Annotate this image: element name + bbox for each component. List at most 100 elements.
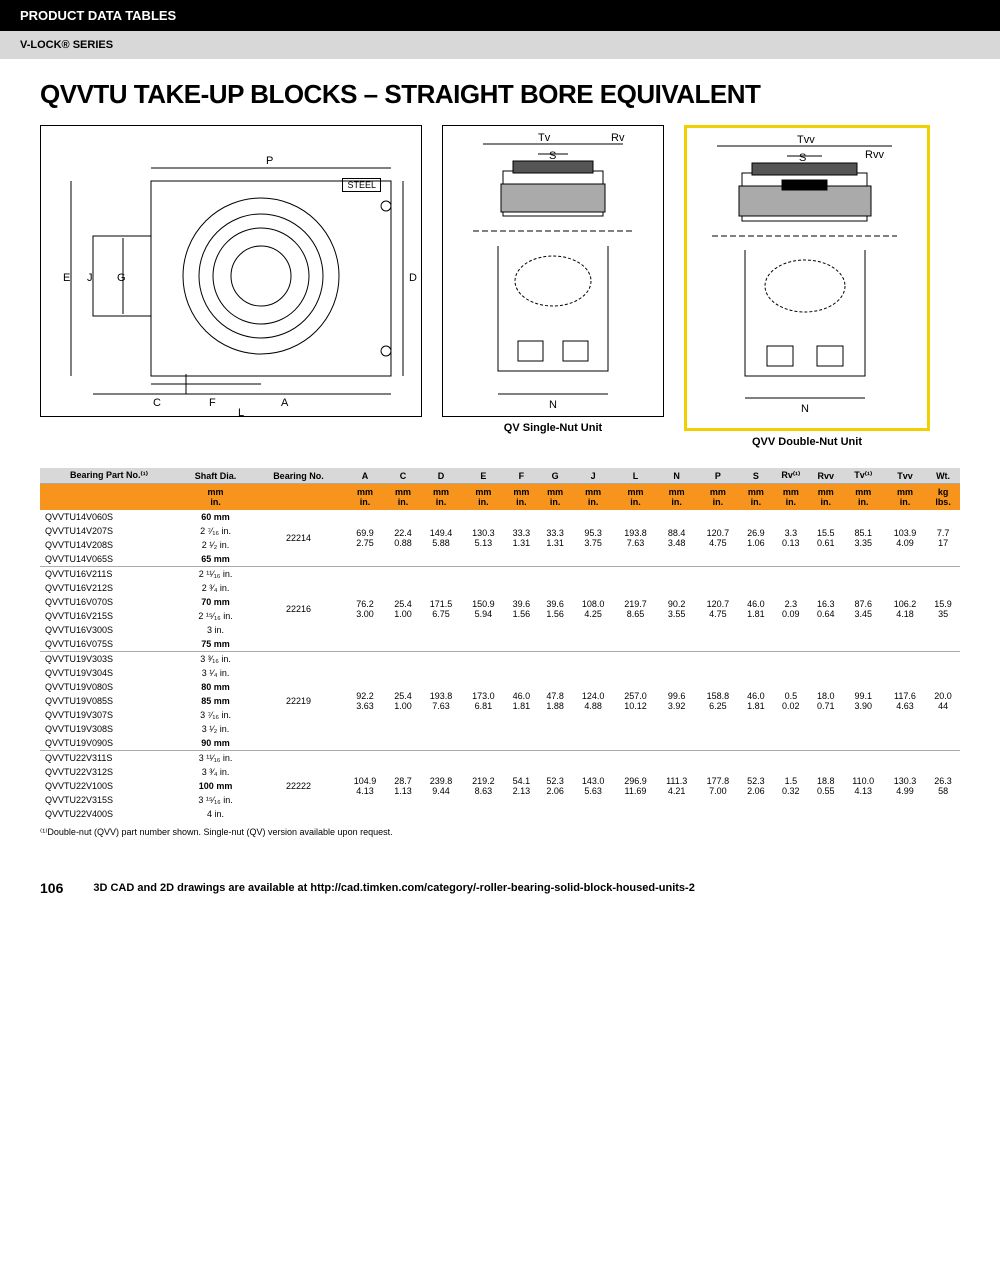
part-number: QVVTU16V300S [40, 623, 178, 637]
unit-cell: mmin. [697, 484, 739, 511]
data-cell: 108.04.25 [572, 567, 614, 652]
data-cell: 92.23.63 [344, 652, 386, 751]
col-header: P [697, 468, 739, 484]
data-cell: 99.63.92 [657, 652, 697, 751]
data-cell: 76.23.00 [344, 567, 386, 652]
data-cell: 69.92.75 [344, 510, 386, 567]
svg-text:Rvv: Rvv [865, 149, 884, 161]
col-header: Shaft Dia. [178, 468, 253, 484]
data-cell: 110.04.13 [843, 751, 884, 822]
qv-caption: QV Single-Nut Unit [442, 422, 664, 434]
diagram-row: P E J G D C F A L STEEL [40, 125, 960, 448]
unit-cell: mmin. [884, 484, 926, 511]
data-cell: 15.50.61 [809, 510, 843, 567]
unit-cell [253, 484, 344, 511]
data-cell: 130.35.13 [462, 510, 504, 567]
data-cell: 117.64.63 [884, 652, 926, 751]
col-header: J [572, 468, 614, 484]
bearing-no: 22214 [253, 510, 344, 567]
col-header: Rvv [809, 468, 843, 484]
data-cell: 296.911.69 [614, 751, 656, 822]
section-header: PRODUCT DATA TABLES [0, 0, 1000, 31]
data-cell: 46.01.81 [505, 652, 539, 751]
data-cell: 99.13.90 [843, 652, 884, 751]
part-number: QVVTU19V085S [40, 694, 178, 708]
col-header: Bearing No. [253, 468, 344, 484]
col-header: Wt. [926, 468, 960, 484]
part-number: QVVTU19V303S [40, 652, 178, 667]
data-cell: 130.34.99 [884, 751, 926, 822]
part-number: QVVTU22V311S [40, 751, 178, 766]
qv-side-diagram: Tv Rv S N [442, 125, 664, 417]
bearing-no: 22219 [253, 652, 344, 751]
col-header: G [538, 468, 572, 484]
unit-cell: mmin. [505, 484, 539, 511]
data-cell: 15.935 [926, 567, 960, 652]
page-number: 106 [40, 880, 63, 896]
data-cell: 95.33.75 [572, 510, 614, 567]
svg-text:L: L [238, 407, 244, 416]
svg-text:G: G [117, 272, 126, 284]
data-cell: 46.01.81 [739, 652, 773, 751]
data-cell: 219.28.63 [462, 751, 504, 822]
shaft-dia: 80 mm [178, 680, 253, 694]
part-number: QVVTU22V312S [40, 765, 178, 779]
data-cell: 47.81.88 [538, 652, 572, 751]
unit-cell: mmin. [739, 484, 773, 511]
col-header: Tvv [884, 468, 926, 484]
front-view-diagram: P E J G D C F A L STEEL [40, 125, 422, 417]
data-cell: 16.30.64 [809, 567, 843, 652]
data-cell: 1.50.32 [773, 751, 809, 822]
data-cell: 20.044 [926, 652, 960, 751]
col-header: E [462, 468, 504, 484]
data-cell: 52.32.06 [538, 751, 572, 822]
part-number: QVVTU19V080S [40, 680, 178, 694]
unit-cell: mmin. [420, 484, 462, 511]
svg-text:P: P [266, 155, 273, 167]
data-table: Bearing Part No.⁽¹⁾Shaft Dia.Bearing No.… [40, 468, 960, 821]
data-cell: 173.06.81 [462, 652, 504, 751]
series-header: V-LOCK® SERIES [0, 31, 1000, 59]
col-header: Bearing Part No.⁽¹⁾ [40, 468, 178, 484]
part-number: QVVTU16V211S [40, 567, 178, 582]
svg-text:F: F [209, 397, 216, 409]
shaft-dia: 2 ¹⁵⁄₁₆ in. [178, 609, 253, 623]
svg-text:A: A [281, 397, 289, 409]
shaft-dia: 75 mm [178, 637, 253, 652]
col-header: S [739, 468, 773, 484]
part-number: QVVTU16V075S [40, 637, 178, 652]
data-cell: 46.01.81 [739, 567, 773, 652]
bearing-no: 22222 [253, 751, 344, 822]
bearing-no: 22216 [253, 567, 344, 652]
shaft-dia: 3 ³⁄₄ in. [178, 765, 253, 779]
shaft-dia: 100 mm [178, 779, 253, 793]
data-cell: 104.94.13 [344, 751, 386, 822]
shaft-dia: 85 mm [178, 694, 253, 708]
data-cell: 7.717 [926, 510, 960, 567]
data-cell: 90.23.55 [657, 567, 697, 652]
part-number: QVVTU19V090S [40, 736, 178, 751]
unit-cell: kglbs. [926, 484, 960, 511]
shaft-dia: 3 ¹¹⁄₁₆ in. [178, 751, 253, 766]
part-number: QVVTU22V100S [40, 779, 178, 793]
shaft-dia: 65 mm [178, 552, 253, 567]
data-cell: 33.31.31 [538, 510, 572, 567]
data-cell: 87.63.45 [843, 567, 884, 652]
shaft-dia: 3 ⁷⁄₁₆ in. [178, 708, 253, 722]
data-cell: 22.40.88 [386, 510, 420, 567]
part-number: QVVTU19V304S [40, 666, 178, 680]
data-cell: 88.43.48 [657, 510, 697, 567]
svg-text:N: N [549, 399, 557, 411]
unit-cell [40, 484, 178, 511]
data-cell: 219.78.65 [614, 567, 656, 652]
svg-text:D: D [409, 272, 417, 284]
page-footer: 106 3D CAD and 2D drawings are available… [0, 868, 1000, 908]
data-cell: 193.87.63 [420, 652, 462, 751]
svg-text:Rv: Rv [611, 132, 625, 144]
data-cell: 54.12.13 [505, 751, 539, 822]
data-cell: 103.94.09 [884, 510, 926, 567]
part-number: QVVTU19V308S [40, 722, 178, 736]
svg-text:Tvv: Tvv [797, 134, 815, 146]
shaft-dia: 2 ³⁄₄ in. [178, 581, 253, 595]
unit-cell: mmin. [657, 484, 697, 511]
